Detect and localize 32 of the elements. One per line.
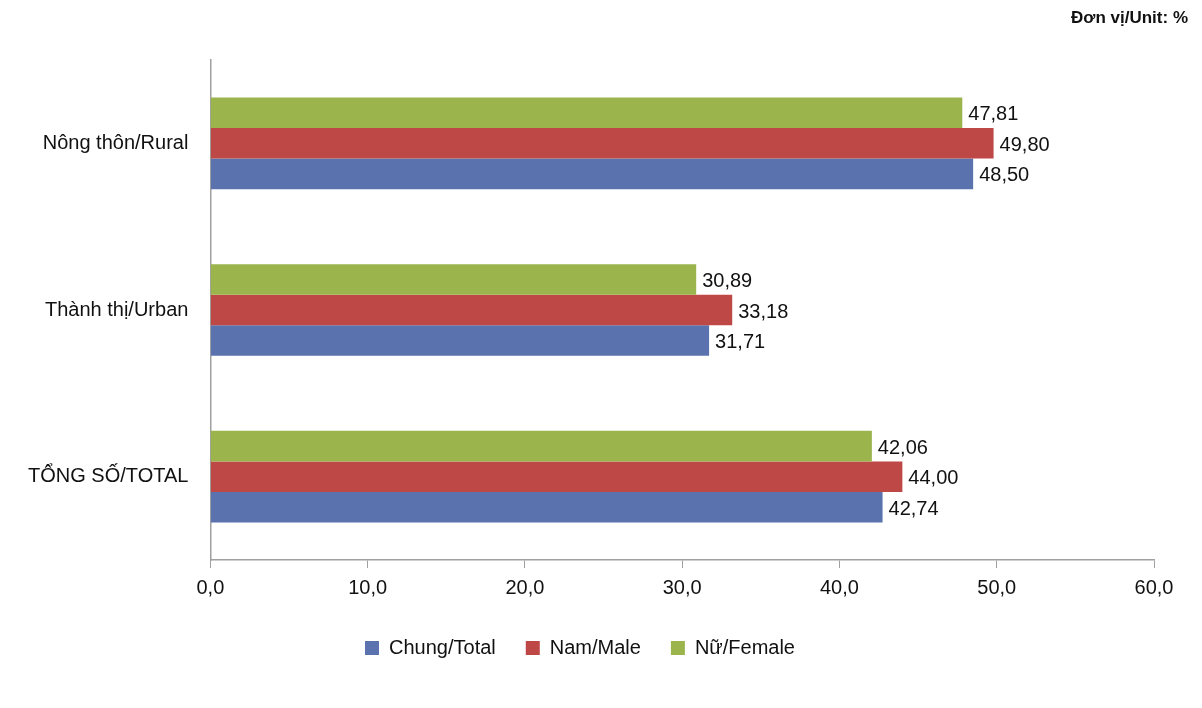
bar (210, 158, 974, 190)
y-tick-label: Thành thị/Urban (44, 297, 189, 320)
bar (210, 264, 697, 295)
x-tick-label: 60,0 (1134, 575, 1174, 598)
data-label: 44,00 (908, 466, 959, 489)
bar (210, 461, 903, 492)
data-label: 49,80 (999, 132, 1050, 155)
x-tick-label: 0,0 (196, 575, 225, 598)
bar (210, 97, 963, 129)
x-tick-label: 40,0 (819, 575, 859, 598)
data-label: 47,81 (968, 102, 1019, 125)
bar (210, 491, 883, 523)
legend-label: Nam/Male (549, 635, 641, 658)
data-label: 42,74 (888, 496, 939, 519)
bar (210, 294, 733, 326)
data-label: 42,06 (877, 435, 928, 458)
data-label: 30,89 (702, 268, 753, 291)
bar (210, 430, 872, 462)
legend-label: Chung/Total (389, 635, 496, 658)
y-tick-label: TỔNG SỐ/TOTAL (28, 463, 189, 487)
data-label: 48,50 (979, 163, 1030, 186)
x-tick-label: 20,0 (505, 575, 545, 598)
bar (210, 325, 710, 356)
x-tick-label: 10,0 (348, 575, 388, 598)
x-tick-label: 30,0 (662, 575, 702, 598)
legend-label: Nữ/Female (694, 635, 795, 658)
data-label: 33,18 (738, 299, 789, 322)
data-label: 31,71 (715, 330, 766, 353)
text: Đơn vị/Unit: % (1071, 8, 1188, 28)
y-tick-label: Nông thôn/Rural (42, 130, 189, 153)
x-tick-label: 50,0 (977, 575, 1017, 598)
bar (210, 128, 994, 159)
